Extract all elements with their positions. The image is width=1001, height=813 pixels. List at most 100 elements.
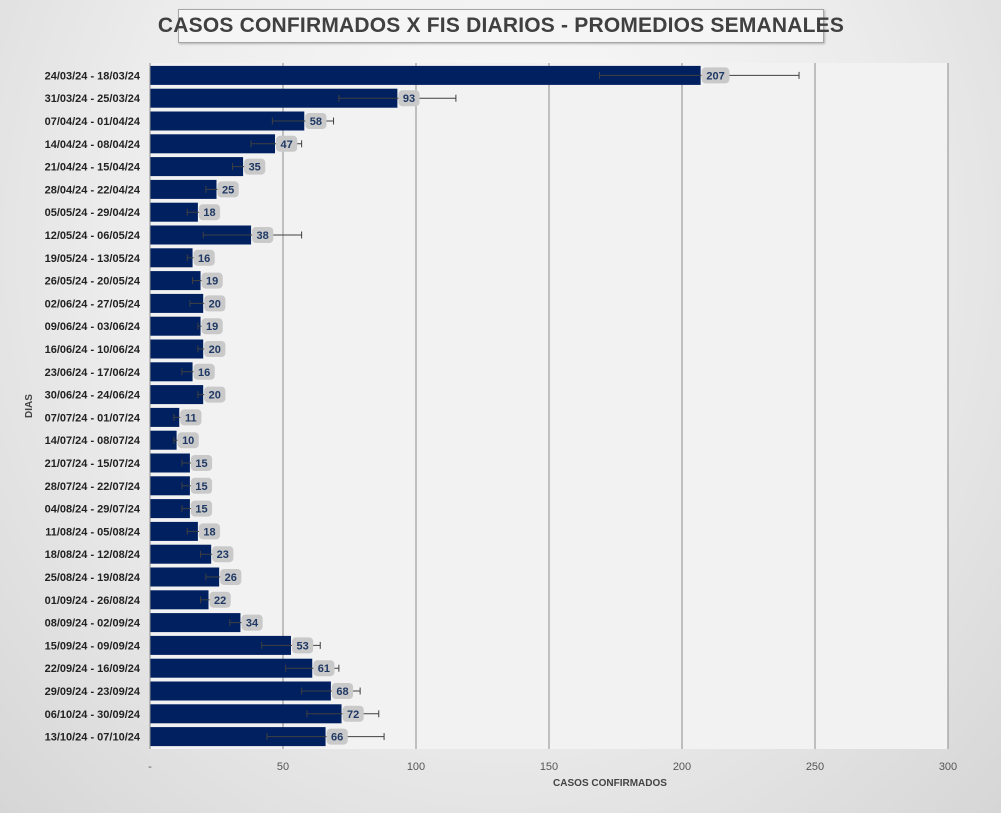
data-label: 207	[706, 70, 724, 82]
data-label: 18	[203, 207, 215, 219]
bar	[150, 590, 209, 610]
data-label: 23	[217, 549, 229, 561]
data-label-bg	[326, 728, 348, 745]
data-label: 19	[206, 321, 218, 333]
category-label: 14/04/24 - 08/04/24	[45, 139, 141, 151]
data-label-bg	[180, 409, 202, 426]
bar	[150, 681, 331, 701]
category-label: 16/06/24 - 10/06/24	[45, 344, 141, 356]
bar	[150, 567, 220, 587]
bar	[150, 476, 190, 496]
category-label: 18/08/24 - 12/08/24	[45, 549, 141, 561]
category-labels: 24/03/24 - 18/03/24 31/03/24 - 25/03/24 07…	[45, 70, 141, 743]
data-label: 61	[318, 663, 330, 675]
data-label: 19	[206, 276, 218, 288]
bar	[150, 521, 198, 541]
x-tick-label: 50	[277, 761, 289, 773]
data-label-bg	[198, 523, 221, 540]
data-label-bg	[198, 204, 221, 221]
category-label: 28/04/24 - 22/04/24	[45, 184, 141, 196]
data-label-bg	[193, 363, 215, 380]
category-label: 01/09/24 - 26/08/24	[45, 595, 141, 607]
x-axis-title: CASOS CONFIRMADOS	[553, 778, 667, 789]
data-label: 11	[185, 412, 197, 424]
category-label: 08/09/24 - 02/09/24	[45, 618, 141, 630]
bar	[150, 385, 204, 405]
bar	[150, 499, 190, 519]
data-label-bg	[398, 90, 420, 107]
category-label: 07/04/24 - 01/04/24	[45, 116, 141, 128]
data-label-bg	[342, 705, 364, 722]
x-tick-label: 150	[540, 761, 558, 773]
bar	[150, 362, 193, 382]
data-label: 15	[195, 458, 207, 470]
data-label: 20	[209, 390, 221, 402]
data-label-bg	[305, 113, 327, 129]
category-label: 05/05/24 - 29/04/24	[45, 207, 141, 219]
data-label: 34	[246, 618, 259, 630]
category-label: 02/06/24 - 27/05/24	[45, 298, 141, 310]
y-axis-title: DIAS	[24, 394, 35, 418]
data-label-bg	[190, 477, 213, 494]
bar	[150, 157, 244, 177]
category-label: 11/08/24 - 05/08/24	[45, 526, 141, 538]
data-label: 22	[214, 595, 226, 607]
category-label: 04/08/24 - 29/07/24	[45, 504, 141, 516]
bar	[150, 407, 180, 427]
category-label: 21/04/24 - 15/04/24	[45, 162, 141, 174]
data-label: 58	[310, 116, 322, 128]
bars	[150, 65, 701, 747]
data-labels: 2079358473525183816192019201620111015151…	[177, 67, 730, 745]
data-label: 72	[347, 709, 359, 721]
bar	[150, 658, 313, 678]
bar	[150, 613, 241, 633]
data-label-bg	[220, 569, 242, 585]
data-label-bg	[313, 660, 335, 677]
data-label-bg	[204, 386, 226, 403]
category-label: 28/07/24 - 22/07/24	[45, 481, 141, 493]
data-label-bg	[201, 272, 223, 289]
data-label-bg	[244, 158, 266, 175]
x-tick-labels: - 50 100 150 200 250 300	[148, 761, 957, 773]
data-label: 66	[331, 732, 343, 744]
data-label-bg	[252, 227, 274, 243]
category-label: 13/10/24 - 07/10/24	[45, 732, 141, 744]
data-label: 20	[209, 298, 221, 310]
category-label: 07/07/24 - 01/07/24	[45, 412, 141, 424]
data-label-bg	[241, 614, 263, 631]
data-label: 93	[403, 93, 415, 105]
bar	[150, 65, 701, 85]
data-label-bg	[204, 341, 226, 357]
data-label: 18	[203, 526, 215, 538]
category-label: 06/10/24 - 30/09/24	[45, 709, 141, 721]
bar	[150, 179, 217, 199]
data-label: 10	[182, 435, 194, 447]
data-label-bg	[204, 295, 226, 312]
bar	[150, 704, 342, 724]
category-label: 30/06/24 - 24/06/24	[45, 390, 141, 402]
data-label: 15	[195, 504, 207, 516]
data-label-bg	[217, 181, 239, 198]
data-label-bg	[193, 249, 215, 266]
bar	[150, 111, 305, 131]
data-label-bg	[331, 683, 354, 699]
bar	[150, 635, 291, 655]
data-label-bg	[201, 318, 223, 335]
x-tick-label: 300	[939, 761, 957, 773]
chart-title: CASOS CONFIRMADOS X FIS DIARIOS - PROMED…	[158, 9, 844, 43]
x-tick-label: 200	[673, 761, 691, 773]
category-label: 15/09/24 - 09/09/24	[45, 640, 141, 652]
data-label-bg	[190, 500, 213, 517]
bar	[150, 202, 198, 222]
category-label: 24/03/24 - 18/03/24	[45, 70, 141, 82]
data-label-bg	[190, 455, 213, 471]
x-tick-label: 100	[407, 761, 425, 773]
bar	[150, 248, 193, 268]
category-label: 25/08/24 - 19/08/24	[45, 572, 141, 584]
bar	[150, 88, 398, 108]
category-label: 26/05/24 - 20/05/24	[45, 276, 141, 288]
bar	[150, 339, 204, 359]
data-label: 53	[296, 640, 308, 652]
bar	[150, 225, 252, 245]
bar	[150, 430, 177, 450]
